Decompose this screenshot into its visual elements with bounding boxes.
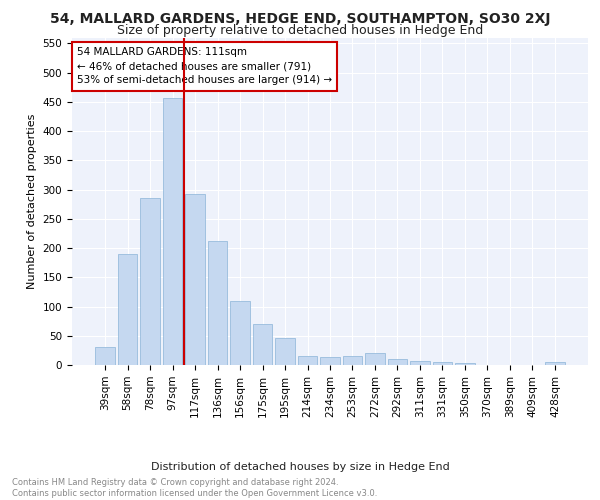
Bar: [275, 338, 295, 365]
Bar: [253, 324, 272, 365]
Bar: [433, 362, 452, 365]
Bar: [320, 358, 340, 365]
Bar: [163, 98, 182, 365]
Y-axis label: Number of detached properties: Number of detached properties: [27, 114, 37, 289]
Bar: [230, 300, 250, 365]
Bar: [410, 361, 430, 365]
Text: Size of property relative to detached houses in Hedge End: Size of property relative to detached ho…: [117, 24, 483, 37]
Bar: [343, 356, 362, 365]
Text: 54 MALLARD GARDENS: 111sqm
← 46% of detached houses are smaller (791)
53% of sem: 54 MALLARD GARDENS: 111sqm ← 46% of deta…: [77, 48, 332, 86]
Bar: [95, 348, 115, 365]
Bar: [118, 254, 137, 365]
Bar: [455, 362, 475, 365]
Bar: [140, 198, 160, 365]
Bar: [185, 194, 205, 365]
Bar: [298, 356, 317, 365]
Text: 54, MALLARD GARDENS, HEDGE END, SOUTHAMPTON, SO30 2XJ: 54, MALLARD GARDENS, HEDGE END, SOUTHAMP…: [50, 12, 550, 26]
Text: Contains HM Land Registry data © Crown copyright and database right 2024.
Contai: Contains HM Land Registry data © Crown c…: [12, 478, 377, 498]
Bar: [388, 359, 407, 365]
Text: Distribution of detached houses by size in Hedge End: Distribution of detached houses by size …: [151, 462, 449, 472]
Bar: [545, 362, 565, 365]
Bar: [365, 354, 385, 365]
Bar: [208, 241, 227, 365]
